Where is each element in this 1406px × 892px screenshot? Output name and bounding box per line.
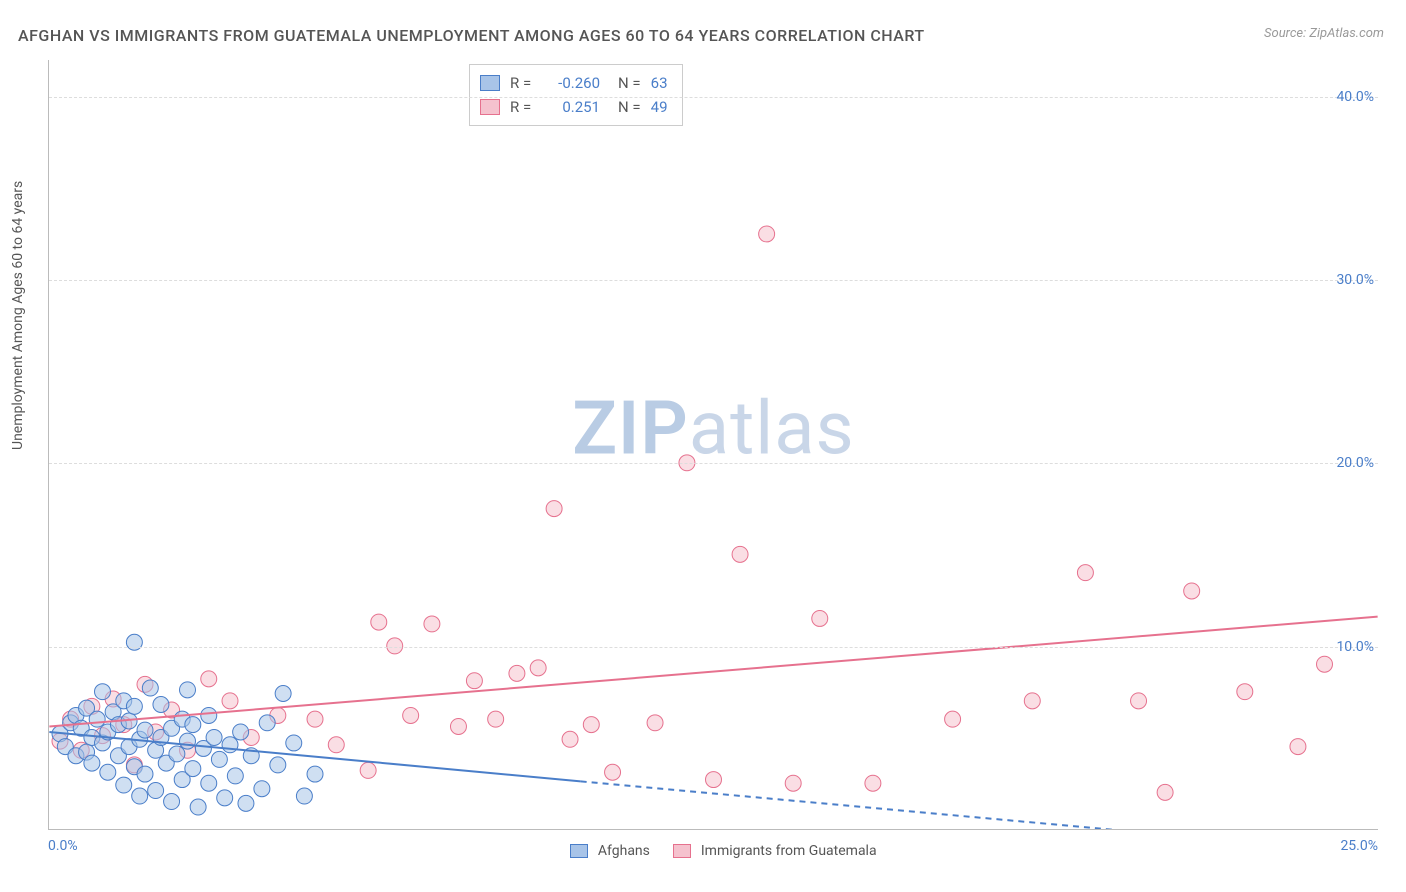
plot-area: ZIPatlas R = -0.260 N = 63 R = 0.251 N =…: [48, 60, 1378, 830]
chart-container: AFGHAN VS IMMIGRANTS FROM GUATEMALA UNEM…: [0, 0, 1406, 892]
y-tick-label: 20.0%: [1336, 455, 1380, 471]
x-origin-label: 0.0%: [48, 838, 78, 854]
stats-row-series1: R = -0.260 N = 63: [480, 71, 668, 95]
correlation-stats-box: R = -0.260 N = 63 R = 0.251 N = 49: [469, 64, 683, 126]
x-end-label: 25.0%: [1340, 838, 1378, 854]
swatch-series1-icon: [480, 75, 500, 91]
scatter-svg: [49, 60, 1378, 829]
legend-swatch-series2-icon: [673, 844, 691, 858]
y-tick-label: 10.0%: [1336, 639, 1380, 655]
swatch-series2-icon: [480, 99, 500, 115]
y-axis-label: Unemployment Among Ages 60 to 64 years: [10, 181, 26, 450]
legend-label-series1: Afghans: [598, 843, 650, 859]
source-label: Source: ZipAtlas.com: [1264, 26, 1384, 41]
legend: Afghans Immigrants from Guatemala: [49, 843, 1378, 859]
y-tick-label: 40.0%: [1336, 89, 1380, 105]
y-tick-label: 30.0%: [1336, 272, 1380, 288]
legend-swatch-series1-icon: [570, 844, 588, 858]
legend-label-series2: Immigrants from Guatemala: [701, 843, 877, 859]
chart-title: AFGHAN VS IMMIGRANTS FROM GUATEMALA UNEM…: [18, 26, 925, 45]
stats-row-series2: R = 0.251 N = 49: [480, 95, 668, 119]
